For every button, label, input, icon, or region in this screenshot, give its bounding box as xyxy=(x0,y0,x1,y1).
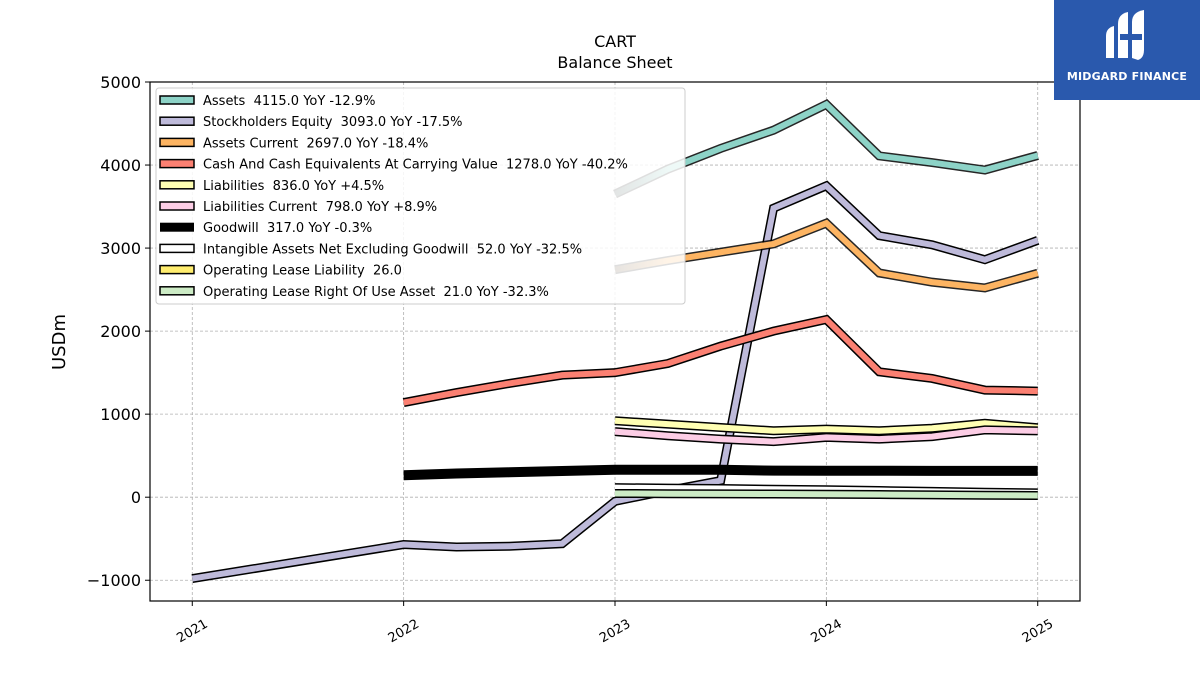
legend-label: Goodwill 317.0 YoY -0.3% xyxy=(203,221,372,236)
series-fill xyxy=(403,464,1038,481)
legend-item: Intangible Assets Net Excluding Goodwill… xyxy=(159,242,582,257)
legend-label: Stockholders Equity 3093.0 YoY -17.5% xyxy=(203,115,463,130)
logo-text: MIDGARD FINANCE xyxy=(1066,70,1188,83)
series-fill xyxy=(614,490,1038,499)
series-fill xyxy=(614,426,1038,445)
legend-label: Cash And Cash Equivalents At Carrying Va… xyxy=(203,158,628,173)
series-line xyxy=(614,425,1038,447)
y-tick-label: 3000 xyxy=(100,239,141,258)
chart-title: CART xyxy=(594,32,636,51)
series-line xyxy=(614,416,1039,436)
legend-swatch xyxy=(159,180,195,190)
legend-item: Cash And Cash Equivalents At Carrying Va… xyxy=(159,158,628,173)
series-line xyxy=(402,314,1038,407)
y-tick-label: 5000 xyxy=(100,73,141,92)
legend-item: Assets Current 2697.0 YoY -18.4% xyxy=(159,136,428,151)
legend: Assets 4115.0 YoY -12.9% Stockholders Equ… xyxy=(155,87,686,305)
y-tick-label: 4000 xyxy=(100,156,141,175)
series-line xyxy=(614,488,1038,500)
legend-label: Intangible Assets Net Excluding Goodwill… xyxy=(203,242,582,257)
logo-mark-icon xyxy=(1106,10,1144,60)
legend-label: Operating Lease Right Of Use Asset 21.0 … xyxy=(203,285,549,300)
y-tick-label: −1000 xyxy=(87,571,141,590)
legend-item: Operating Lease Liability 26.0 xyxy=(159,264,402,279)
legend-swatch xyxy=(159,286,195,296)
midgard-finance-logo: MIDGARD FINANCE xyxy=(1054,0,1200,100)
legend-label: Liabilities Current 798.0 YoY +8.9% xyxy=(203,200,437,215)
chart-subtitle: Balance Sheet xyxy=(557,53,672,72)
legend-swatch xyxy=(159,201,195,211)
legend-item: Operating Lease Right Of Use Asset 21.0 … xyxy=(159,285,549,300)
legend-item: Stockholders Equity 3093.0 YoY -17.5% xyxy=(159,115,463,130)
legend-swatch xyxy=(159,264,195,275)
legend-label: Operating Lease Liability 26.0 xyxy=(203,264,402,279)
legend-swatch xyxy=(159,158,195,169)
legend-swatch xyxy=(159,95,195,105)
y-tick-label: 1000 xyxy=(100,405,141,424)
legend-swatch xyxy=(159,137,195,148)
series-fill xyxy=(403,316,1038,406)
legend-swatch xyxy=(159,243,195,254)
legend-box xyxy=(155,87,686,305)
legend-item: Liabilities 836.0 YoY +4.5% xyxy=(159,179,384,194)
legend-label: Liabilities 836.0 YoY +4.5% xyxy=(203,179,384,194)
legend-swatch xyxy=(160,222,194,232)
y-tick-label: 2000 xyxy=(100,322,141,341)
legend-item: Liabilities Current 798.0 YoY +8.9% xyxy=(159,200,437,215)
series-fill xyxy=(614,417,1038,434)
legend-item: Assets 4115.0 YoY -12.9% xyxy=(159,94,375,109)
legend-label: Assets 4115.0 YoY -12.9% xyxy=(203,94,375,109)
legend-item: Goodwill 317.0 YoY -0.3% xyxy=(160,221,372,236)
legend-label: Assets Current 2697.0 YoY -18.4% xyxy=(203,136,428,151)
y-tick-label: 0 xyxy=(131,488,141,507)
y-axis-label: USDm xyxy=(49,314,70,370)
series-line xyxy=(403,464,1038,481)
legend-swatch xyxy=(159,116,195,126)
